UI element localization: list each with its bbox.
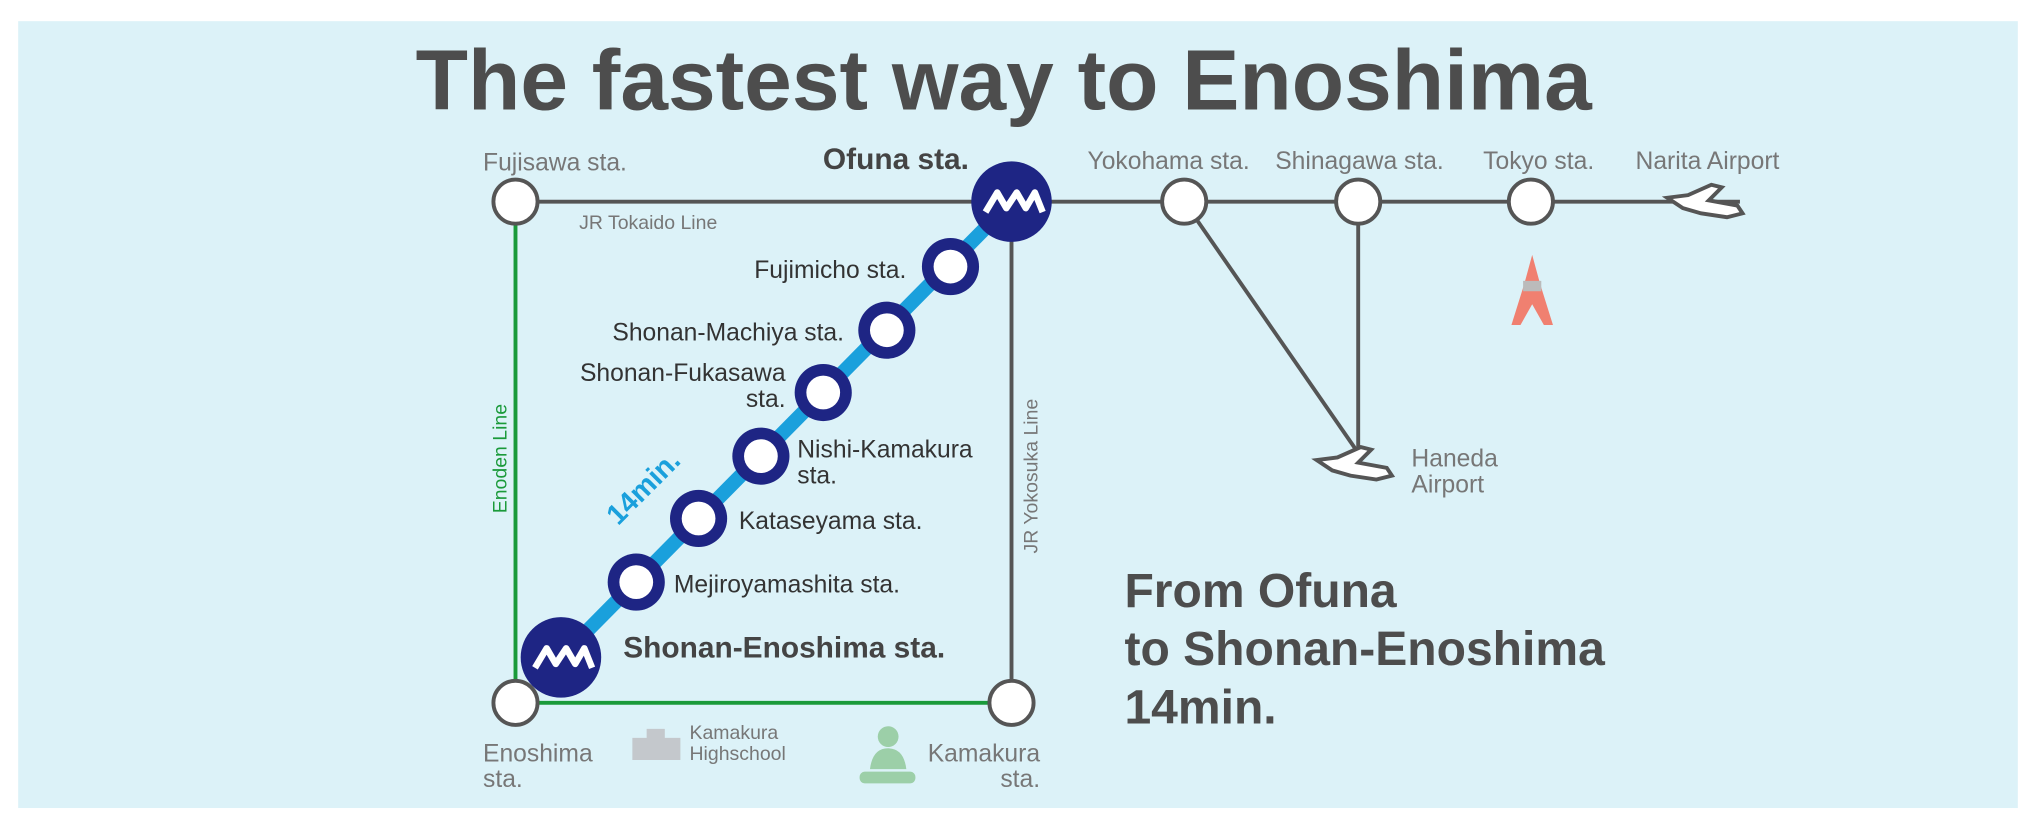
station [491, 177, 540, 226]
station-label: Yokohama sta. [1088, 148, 1250, 175]
summary-line: 14min. [1124, 682, 1276, 735]
buddha-icon [859, 726, 916, 784]
station-label: sta. [797, 462, 837, 489]
station-label: Fujisawa sta. [483, 149, 627, 176]
station-label: Shonan-Enoshima sta. [623, 631, 945, 664]
station [1506, 177, 1555, 226]
station-label: Shonan-Machiya sta. [612, 320, 844, 347]
school-icon [632, 728, 681, 760]
plane-icon [1661, 182, 1746, 220]
landmark-label: Kamakura [689, 722, 778, 744]
logo [982, 189, 1046, 214]
station [987, 678, 1036, 727]
line-label: JR Yokosuka Line [1020, 399, 1042, 554]
monorail-stations [520, 161, 1052, 698]
station [1160, 177, 1209, 226]
station-label: Airport [1411, 472, 1484, 499]
station-label: Narita Airport [1636, 148, 1780, 175]
tower-band [1523, 280, 1542, 292]
station-label: sta. [1000, 766, 1040, 793]
summary: From Ofuna to Shonan-Enoshima 14min. [1124, 565, 1606, 735]
station [1334, 177, 1383, 226]
station-label: sta. [746, 386, 786, 413]
line-label: Enoden Line [489, 404, 511, 513]
station-label: Kataseyama sta. [739, 508, 923, 535]
station-label: sta. [483, 766, 523, 793]
station-label: Shonan-Fukasawa [580, 360, 786, 387]
station [491, 678, 540, 727]
keikyu-line [1182, 200, 1359, 453]
summary-line: to Shonan-Enoshima [1124, 623, 1606, 676]
station-label: Nishi-Kamakura [797, 436, 973, 463]
station-label: Kamakura [928, 740, 1041, 767]
station-label: Tokyo sta. [1483, 148, 1594, 175]
station-label: Haneda [1411, 446, 1498, 473]
stations [491, 177, 1555, 727]
station-label: Shinagawa sta. [1275, 148, 1444, 175]
plane-icon [1311, 445, 1396, 482]
title: The fastest way to Enoshima [416, 32, 1593, 128]
station-label: Enoshima [483, 740, 593, 767]
logo [532, 645, 596, 670]
background [18, 21, 2018, 809]
station-label: Ofuna sta. [823, 143, 969, 176]
landmark-label: Highschool [689, 743, 785, 765]
station-label: Fujimicho sta. [754, 257, 906, 284]
summary-line: From Ofuna [1124, 565, 1397, 618]
station-label: Mejiroyamashita sta. [674, 571, 900, 598]
line-label: JR Tokaido Line [579, 212, 717, 234]
